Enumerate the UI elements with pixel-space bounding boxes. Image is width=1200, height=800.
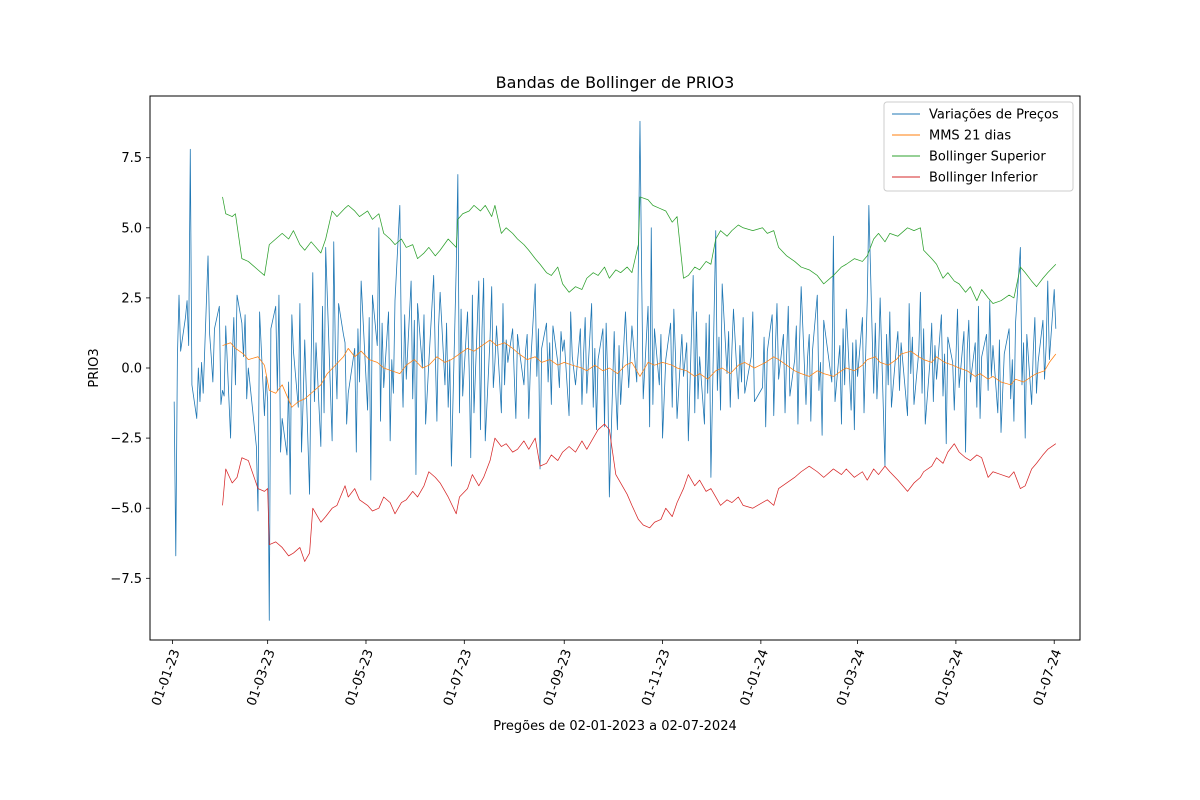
y-axis-label: PRIO3: [87, 348, 102, 387]
series-line-2: [222, 339, 1057, 408]
series-line-4: [222, 423, 1057, 562]
y-tick-label: 5.0: [121, 221, 142, 236]
y-tick-label: 7.5: [121, 151, 142, 166]
y-tick-label: 2.5: [121, 291, 142, 306]
legend-label: Bollinger Inferior: [929, 171, 1038, 186]
y-tick-label: 0.0: [121, 362, 142, 377]
legend-label: Bollinger Superior: [929, 150, 1046, 165]
y-tick-label: −5.0: [110, 502, 142, 517]
series-line-3: [222, 196, 1057, 304]
y-tick-label: −7.5: [110, 572, 142, 587]
legend-box: [883, 101, 1074, 192]
y-tick-label: −2.5: [110, 432, 142, 447]
legend-label: MMS 21 dias: [929, 129, 1011, 144]
plot-lines: [173, 120, 1057, 621]
series-line-1: [173, 120, 1057, 621]
chart-title: Bandas de Bollinger de PRIO3: [496, 73, 735, 92]
y-axis: −7.5 −5.0 −2.5 0.0 2.5 5.0 7.5: [110, 151, 150, 587]
legend-label: Variações de Preços: [929, 108, 1059, 123]
legend: Variações de Preços MMS 21 dias Bollinger …: [883, 101, 1074, 192]
x-axis-label: Pregões de 02-01-2023 a 02-07-2024: [493, 719, 737, 734]
